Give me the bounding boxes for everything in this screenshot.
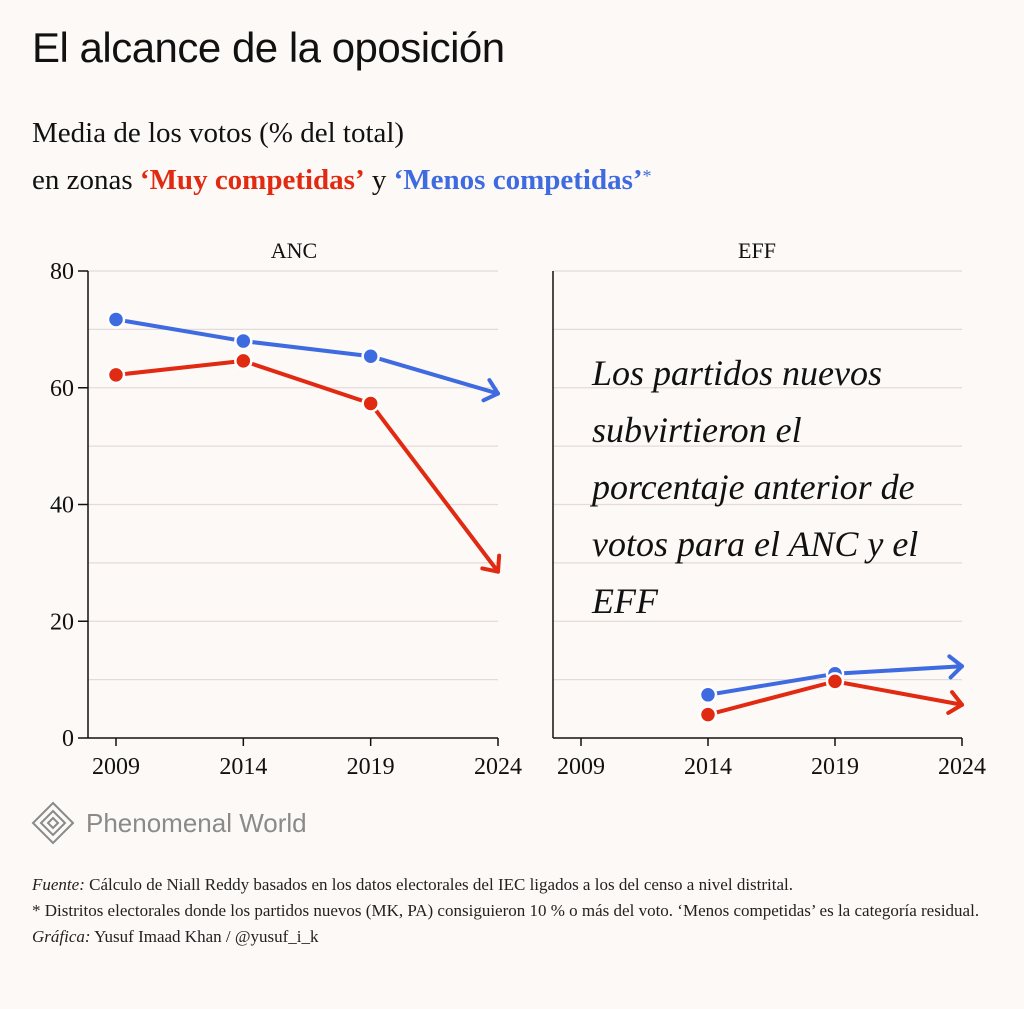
legend-label-menos-competidas: ‘Menos competidas’ [393,164,643,196]
subtitle-line-2: en zonas ‘Muy competidas’ y ‘Menos compe… [32,157,652,204]
y-tick-label: 20 [50,609,74,635]
credit-text: Yusuf Imaad Khan / @yusuf_i_k [90,927,319,946]
legend-label-muy-competidas: ‘Muy competidas’ [139,164,365,196]
x-tick-label: 2019 [811,754,859,780]
series-line-muy-competidas [114,358,500,574]
y-tick-label: 80 [50,259,74,285]
data-point-menos-competidas [106,310,126,329]
data-point-muy-competidas [698,705,718,724]
x-tick-label: 2024 [938,754,986,780]
brand-logo: Phenomenal World [30,800,307,846]
source-label: Fuente: [32,875,85,894]
x-tick-label: 2009 [557,754,605,780]
annotation-text: Los partidos nuevos subvirtieron el porcen… [589,353,918,621]
data-point-muy-competidas [234,351,253,371]
x-tick-label: 2014 [219,754,267,780]
subtitle-line-1: Media de los votos (% del total) [32,117,405,149]
data-point-menos-competidas [234,331,253,351]
chart-area: ANC 0 20 40 60 80 2009 2014 2019 2024 EFF 2009 2014 2… [50,238,986,780]
panel-title: ANC [271,238,317,263]
series-arrow-muy-competidas [480,553,502,574]
subtitle-conjunction: y [364,164,394,196]
annotation-line: votos para el ANC y el [592,524,918,564]
y-tick-label: 40 [50,493,74,519]
annotation-line: EFF [591,581,659,621]
x-tick-label: 2019 [347,754,395,780]
annotation-line: Los partidos nuevos [591,353,882,393]
footnote-asterisk: * [642,166,652,186]
panel-title: EFF [738,238,776,263]
data-point-muy-competidas [106,365,126,385]
x-tick-label: 2014 [684,754,732,780]
chart-subtitle: Media de los votos (% del total) en zona… [32,110,652,204]
data-point-menos-competidas [361,346,380,366]
series-line-menos-competidas [114,317,500,396]
source-note: Fuente: Cálculo de Niall Reddy basados e… [32,872,1002,898]
annotation-line: porcentaje anterior de [589,467,915,507]
credit-label: Gráfica: [32,927,91,946]
diamond-logo-icon [31,801,75,845]
y-tick-label: 60 [50,376,74,402]
credit-note: Gráfica: Yusuf Imaad Khan / @yusuf_i_k [32,924,1002,950]
source-text: Cálculo de Niall Reddy basados en los da… [84,875,794,894]
data-point-muy-competidas [361,394,380,413]
footer-notes: Fuente: Cálculo de Niall Reddy basados e… [32,872,1002,950]
panel-eff: EFF 2009 2014 2019 2024 Los partidos nuevos su… [552,238,986,780]
brand-name: Phenomenal World [86,807,307,838]
data-point-muy-competidas [825,672,845,691]
x-tick-label: 2009 [92,754,140,780]
subtitle-prefix: en zonas [32,164,140,196]
series-arrow-muy-competidas [946,690,964,715]
series-arrow-menos-competidas [947,654,964,680]
panel-anc: ANC 0 20 40 60 80 2009 2014 2019 2024 [50,238,522,780]
series-arrow-menos-competidas [481,378,500,403]
y-tick-label: 0 [62,726,74,752]
data-point-menos-competidas [698,685,718,705]
annotation-line: subvirtieron el [592,410,802,450]
chart-title: El alcance de la oposición [32,24,505,71]
footnote: * Distritos electorales donde los partid… [32,901,980,920]
x-tick-label: 2024 [474,754,522,780]
